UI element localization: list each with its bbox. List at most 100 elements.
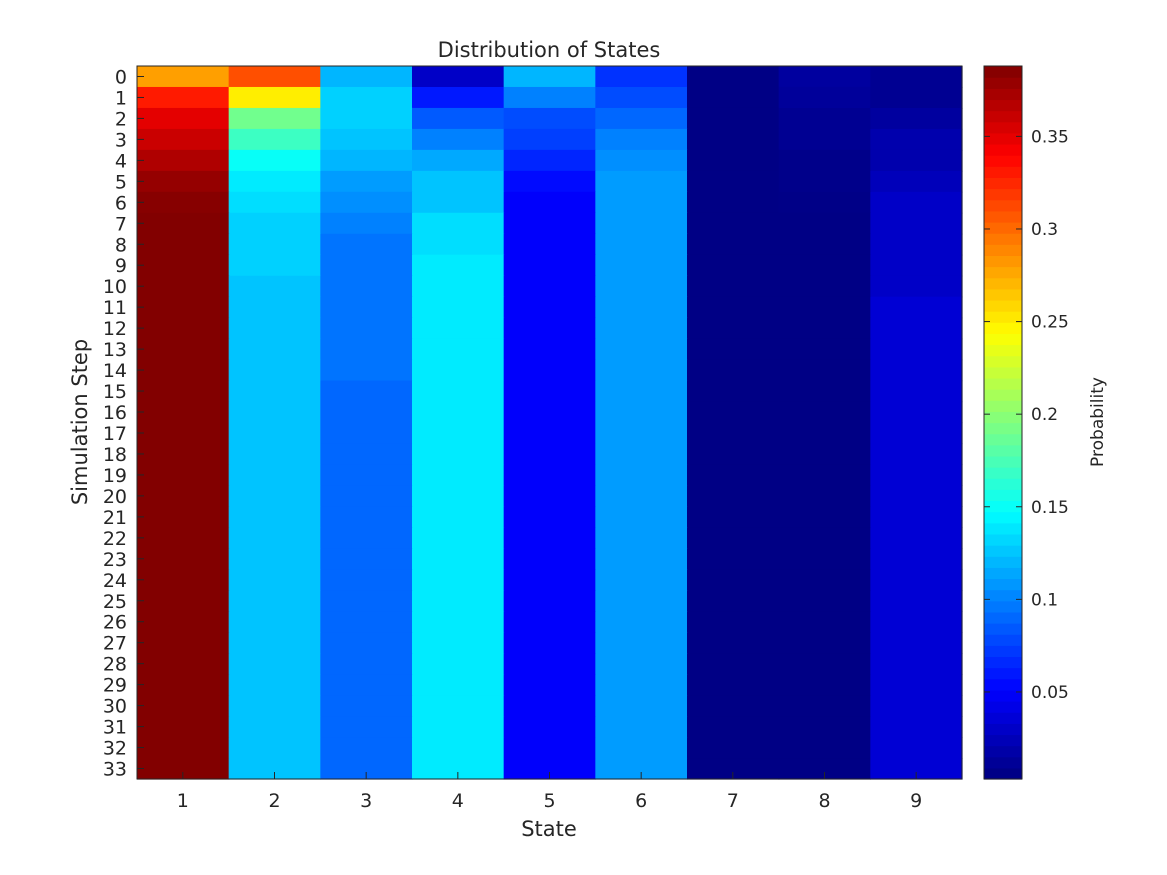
y-tick-label: 22 bbox=[103, 528, 127, 550]
heatmap-cell bbox=[137, 422, 230, 445]
heatmap-cell bbox=[137, 695, 230, 717]
y-tick-label: 1 bbox=[115, 87, 127, 109]
x-tick-label: 6 bbox=[635, 790, 647, 812]
heatmap-cell bbox=[778, 296, 871, 319]
heatmap-cell bbox=[870, 506, 963, 528]
heatmap-cell bbox=[228, 212, 321, 235]
colorbar-segment bbox=[984, 322, 1022, 334]
heatmap-cell bbox=[595, 611, 688, 633]
colorbar-tick-label: 0.15 bbox=[1031, 498, 1069, 518]
heatmap-cell bbox=[412, 758, 505, 780]
heatmap-cell bbox=[228, 107, 321, 130]
heatmap-cell bbox=[870, 149, 963, 172]
heatmap-cell bbox=[412, 422, 505, 445]
y-tick-label: 24 bbox=[103, 570, 127, 592]
colorbar-segment bbox=[984, 500, 1022, 513]
heatmap-cell bbox=[320, 359, 413, 382]
heatmap-cell bbox=[228, 548, 321, 570]
heatmap-cell bbox=[687, 548, 780, 570]
heatmap-cell bbox=[137, 401, 230, 424]
heatmap-cell bbox=[778, 275, 871, 298]
heatmap-cell bbox=[503, 170, 596, 193]
heatmap-cell bbox=[137, 758, 230, 780]
heatmap-cell bbox=[228, 485, 321, 507]
heatmap-cell bbox=[228, 527, 321, 549]
heatmap-cell bbox=[870, 170, 963, 193]
colorbar-segment bbox=[984, 556, 1022, 568]
y-tick-label: 27 bbox=[103, 633, 127, 655]
heatmap-cell bbox=[412, 107, 505, 130]
heatmap-cell bbox=[778, 128, 871, 151]
colorbar-segment bbox=[984, 756, 1022, 769]
heatmap-cell bbox=[595, 296, 688, 319]
heatmap-cell bbox=[320, 569, 413, 591]
heatmap-cell bbox=[870, 212, 963, 235]
heatmap-cell bbox=[870, 191, 963, 214]
heatmap-cell bbox=[778, 548, 871, 570]
colorbar-segment bbox=[984, 578, 1022, 591]
heatmap-cell bbox=[870, 107, 963, 130]
heatmap-cell bbox=[595, 506, 688, 528]
heatmap-cell bbox=[412, 212, 505, 235]
heatmap-cell bbox=[778, 611, 871, 633]
heatmap-cell bbox=[503, 338, 596, 361]
y-tick-label: 8 bbox=[115, 234, 127, 256]
heatmap-cell bbox=[412, 66, 505, 88]
heatmap-cell bbox=[320, 611, 413, 633]
heatmap-cell bbox=[778, 443, 871, 466]
heatmap-cell bbox=[870, 611, 963, 633]
colorbar-segment bbox=[984, 723, 1022, 736]
colorbar-tick-label: 0.25 bbox=[1031, 313, 1069, 333]
heatmap-cell bbox=[503, 212, 596, 235]
heatmap-cell bbox=[320, 212, 413, 235]
heatmap-cell bbox=[870, 317, 963, 340]
heatmap-cell bbox=[137, 380, 230, 403]
heatmap-cell bbox=[687, 695, 780, 717]
heatmap-cell bbox=[320, 317, 413, 340]
colorbar-tick-label: 0.3 bbox=[1031, 220, 1058, 240]
heatmap-cell bbox=[870, 443, 963, 466]
heatmap-cell bbox=[687, 149, 780, 172]
heatmap-cell bbox=[778, 569, 871, 591]
heatmap-cell bbox=[320, 590, 413, 612]
heatmap-cell bbox=[687, 422, 780, 445]
colorbar-segment bbox=[984, 266, 1022, 279]
heatmap-cell bbox=[137, 548, 230, 570]
heatmap-cell bbox=[320, 170, 413, 193]
heatmap-cell bbox=[320, 506, 413, 528]
colorbar-segment bbox=[984, 188, 1022, 201]
heatmap-cell bbox=[320, 695, 413, 717]
colorbar-segment bbox=[984, 433, 1022, 446]
heatmap-cell bbox=[778, 191, 871, 214]
heatmap-cell bbox=[503, 485, 596, 507]
heatmap-cell bbox=[412, 548, 505, 570]
heatmap-cell bbox=[870, 380, 963, 403]
heatmap-cell bbox=[687, 275, 780, 298]
heatmap-cell bbox=[412, 275, 505, 298]
heatmap-cell bbox=[320, 464, 413, 487]
heatmap-cell bbox=[503, 548, 596, 570]
heatmap-cell bbox=[778, 590, 871, 612]
heatmap-cell bbox=[778, 632, 871, 654]
heatmap-cell bbox=[228, 464, 321, 487]
heatmap-cell bbox=[320, 296, 413, 319]
heatmap-cell bbox=[228, 653, 321, 675]
heatmap-cell bbox=[137, 149, 230, 172]
colorbar-segment bbox=[984, 712, 1022, 724]
colorbar-segment bbox=[984, 645, 1022, 658]
heatmap-cell bbox=[503, 422, 596, 445]
colorbar-segment bbox=[984, 411, 1022, 424]
colorbar-segment bbox=[984, 177, 1022, 190]
heatmap-cell bbox=[320, 86, 413, 109]
heatmap-cell bbox=[412, 149, 505, 172]
heatmap-cell bbox=[778, 359, 871, 382]
y-tick-label: 5 bbox=[115, 171, 127, 193]
y-tick-label: 20 bbox=[103, 486, 127, 508]
heatmap-cell bbox=[320, 485, 413, 507]
heatmap-cell bbox=[137, 86, 230, 109]
heatmap-cell bbox=[137, 254, 230, 277]
y-tick-label: 6 bbox=[115, 192, 127, 214]
heatmap-cell bbox=[503, 590, 596, 612]
heatmap-cell bbox=[137, 506, 230, 528]
